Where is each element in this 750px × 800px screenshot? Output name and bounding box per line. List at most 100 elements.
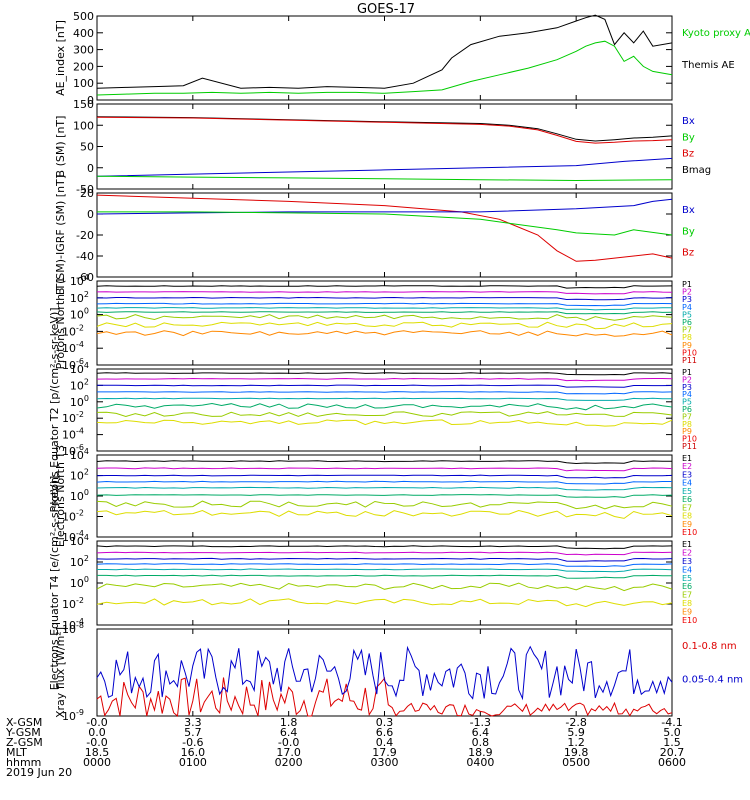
legend-entry: E8 bbox=[682, 599, 692, 608]
panel-3: 20 0 -20 -40 -60 B (SM)-IGRF (SM) [nT] Bx By Bz bbox=[54, 175, 695, 295]
channel-line bbox=[96, 296, 673, 301]
series-line-themis-ae bbox=[96, 14, 673, 89]
channel-line bbox=[96, 486, 673, 491]
x-axis-value: 0600 bbox=[658, 756, 686, 769]
panel-2: 150 100 50 0 -50 B (SM) [nT] Bx By Bz Bmag bbox=[54, 98, 711, 196]
channel-line bbox=[96, 509, 673, 519]
legend-entry: P1 bbox=[682, 368, 692, 377]
y-tick-label: -50 bbox=[76, 183, 94, 196]
x-axis-row-label: hhmm bbox=[6, 756, 41, 769]
x-axis-value: 1.8 bbox=[280, 716, 298, 729]
channel-line bbox=[96, 411, 673, 418]
legend-entry: E4 bbox=[682, 479, 692, 488]
legend-entry: Bz bbox=[682, 248, 694, 259]
y-tick-label: 102 bbox=[70, 377, 89, 392]
y-tick-label: 102 bbox=[70, 468, 89, 483]
channel-line bbox=[96, 419, 673, 427]
x-axis-row-label: Z-GSM bbox=[6, 736, 43, 749]
x-axis-value: 5.0 bbox=[663, 726, 681, 739]
x-axis-value: 1.2 bbox=[567, 736, 585, 749]
channel-line bbox=[96, 314, 673, 321]
legend-entry: P2 bbox=[682, 375, 692, 384]
x-axis-value: 6.4 bbox=[280, 726, 298, 739]
x-axis-value: 0400 bbox=[466, 756, 494, 769]
legend-entry: P9 bbox=[682, 341, 692, 350]
series-line-bz bbox=[96, 194, 673, 262]
legend-entry: P2 bbox=[682, 288, 692, 297]
xray-line-short bbox=[96, 645, 673, 701]
channel-line bbox=[96, 460, 673, 465]
x-axis-row-label: MLT bbox=[6, 746, 27, 759]
channel-line bbox=[96, 557, 673, 562]
y-tick-label: 500 bbox=[73, 10, 94, 23]
legend-entry: E6 bbox=[682, 582, 692, 591]
y-tick-label: 10-2 bbox=[62, 596, 84, 611]
legend-entry: E1 bbox=[682, 454, 692, 463]
channel-line bbox=[96, 474, 673, 479]
legend-entry: E5 bbox=[682, 574, 692, 583]
y-tick-label: 100 bbox=[73, 77, 94, 90]
legend-entry: By bbox=[682, 132, 695, 143]
y-tick-label: 300 bbox=[73, 44, 94, 57]
x-axis-row-label: Y-GSM bbox=[5, 726, 41, 739]
x-axis-value: 19.8 bbox=[564, 746, 589, 759]
x-axis-value: 5.7 bbox=[184, 726, 202, 739]
y-tick-label: 200 bbox=[73, 60, 94, 73]
channel-line bbox=[96, 321, 673, 330]
legend-entry: E10 bbox=[682, 616, 697, 625]
x-axis-value: 1.5 bbox=[663, 736, 681, 749]
x-axis-value: 17.0 bbox=[276, 746, 301, 759]
legend-entry: P8 bbox=[682, 420, 692, 429]
x-axis-value: 20.7 bbox=[660, 746, 685, 759]
y-tick-label: 102 bbox=[70, 290, 89, 305]
x-axis-value: 0.4 bbox=[376, 736, 394, 749]
legend-entry: P7 bbox=[682, 326, 692, 335]
y-tick-label: -60 bbox=[76, 271, 94, 284]
x-axis-row-label: X-GSM bbox=[6, 716, 42, 729]
legend-entry: Themis AE bbox=[681, 60, 735, 71]
legend-entry: P11 bbox=[682, 356, 697, 365]
channel-line bbox=[96, 311, 673, 315]
y-axis-label: Electrons Equator T4 [e/(cm²-s-sr-keV)] bbox=[48, 476, 61, 691]
series-line-bx bbox=[96, 157, 673, 177]
x-axis-value: 0100 bbox=[179, 756, 207, 769]
legend-entry: P4 bbox=[682, 390, 692, 399]
legend-entry: E2 bbox=[682, 462, 692, 471]
y-tick-label: 100 bbox=[70, 575, 89, 590]
channel-line bbox=[96, 307, 672, 311]
series-line-by bbox=[97, 211, 673, 236]
x-axis-value: 17.9 bbox=[372, 746, 397, 759]
channel-line bbox=[96, 480, 672, 485]
legend-entry: E9 bbox=[682, 520, 692, 529]
y-axis-label: B (SM) [nT] bbox=[54, 116, 67, 178]
legend-entry: E3 bbox=[682, 557, 692, 566]
x-axis-value: -0.6 bbox=[182, 736, 203, 749]
x-axis-value: 3.3 bbox=[184, 716, 202, 729]
x-axis-value: 18.9 bbox=[468, 746, 493, 759]
plot-title: GOES-17 bbox=[357, 2, 415, 17]
panel-frame bbox=[96, 454, 673, 538]
y-tick-label: 100 bbox=[73, 119, 94, 132]
series-line-by bbox=[96, 175, 673, 182]
panel-frame bbox=[96, 628, 673, 717]
channel-line bbox=[96, 372, 673, 376]
legend-entry: E7 bbox=[682, 591, 692, 600]
channel-line bbox=[96, 500, 673, 510]
x-axis-value: 0300 bbox=[371, 756, 399, 769]
channel-line bbox=[96, 302, 673, 307]
legend-entry: E8 bbox=[682, 512, 692, 521]
legend-entry: E5 bbox=[682, 487, 692, 496]
legend-entry: 0.05-0.4 nm bbox=[682, 675, 743, 686]
legend-entry: P4 bbox=[682, 303, 692, 312]
channel-line bbox=[96, 582, 673, 592]
y-tick-label: 400 bbox=[73, 27, 94, 40]
x-axis-value: 0.8 bbox=[472, 736, 490, 749]
legend-entry: Bmag bbox=[682, 165, 711, 176]
legend-entry: P5 bbox=[682, 310, 692, 319]
y-axis-label: Xray flux [W/m²] bbox=[54, 627, 67, 718]
channel-line bbox=[96, 551, 673, 556]
series-line-bz bbox=[96, 116, 673, 144]
